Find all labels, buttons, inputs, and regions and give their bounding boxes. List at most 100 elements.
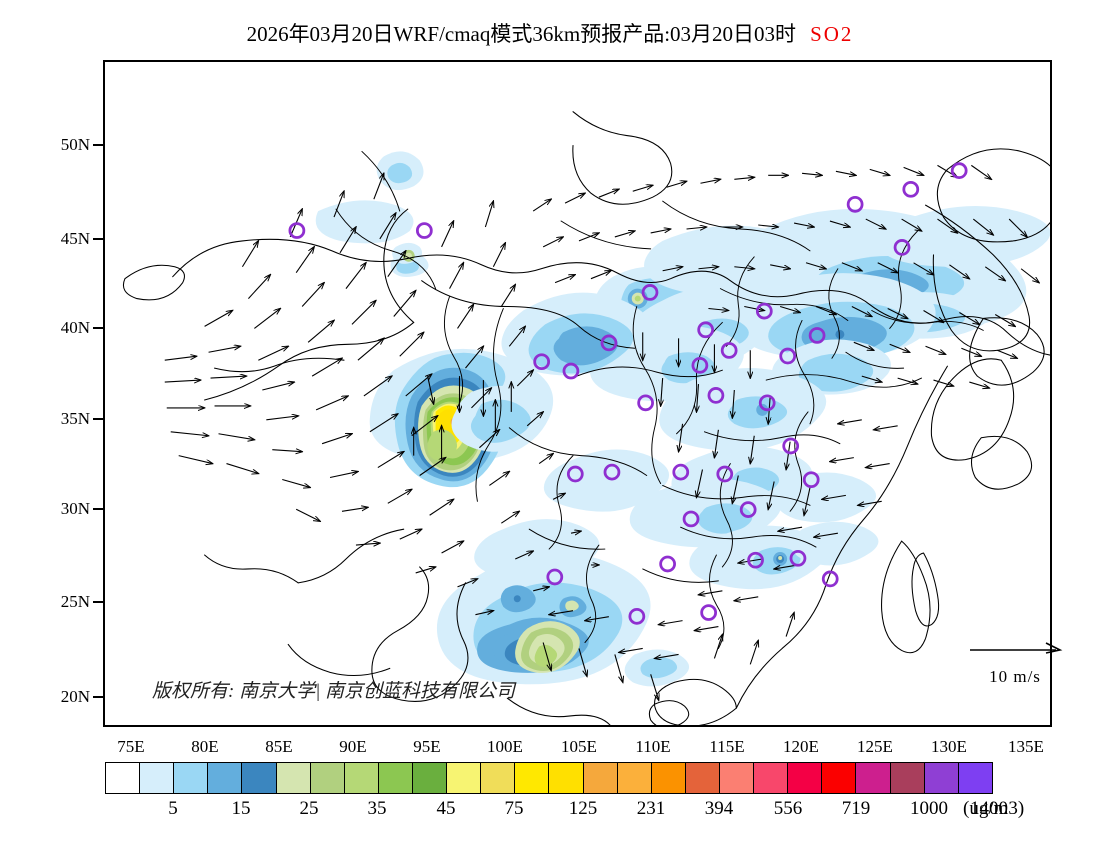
xtick-label: 115E	[709, 737, 745, 756]
arrow-right-icon	[970, 642, 1063, 654]
station-marker	[566, 465, 584, 483]
station-marker	[802, 471, 820, 489]
station-marker	[782, 437, 800, 455]
station-marker	[603, 463, 621, 481]
xtick-label: 100E	[487, 737, 523, 756]
colorbar-swatch	[719, 763, 755, 793]
colorbar-swatch	[583, 763, 618, 793]
xtick-label: 75E	[117, 737, 145, 756]
cb-tick-label: 719	[841, 798, 871, 819]
station-marker	[700, 604, 718, 621]
copyright-watermark: 版权所有: 南京大学| 南京创蓝科技有限公司	[152, 681, 516, 702]
colorbar-swatch	[412, 763, 448, 793]
station-marker	[716, 465, 734, 483]
station-marker	[691, 357, 709, 374]
station-marker	[637, 394, 654, 412]
station-marker	[739, 501, 757, 518]
ytick-mark	[93, 327, 103, 329]
xtick-label: 90E	[339, 737, 367, 756]
colorbar-swatch	[174, 763, 209, 793]
cb-tick-label: 35	[367, 798, 387, 819]
colorbar-swatch	[822, 763, 857, 793]
wind-scale-legend: 10 m/s	[960, 640, 1070, 687]
colorbar-swatch	[754, 763, 789, 793]
colorbar-swatches	[105, 762, 993, 794]
colorbar-swatch	[481, 763, 516, 793]
colorbar-swatch	[788, 763, 823, 793]
ytick-mark	[93, 508, 103, 510]
xtick-label: 130E	[931, 737, 967, 756]
colorbar-swatch	[344, 763, 379, 793]
station-marker	[846, 195, 864, 213]
colorbar-swatch	[856, 763, 891, 793]
colorbar-swatch	[651, 763, 686, 793]
station-marker	[950, 162, 968, 179]
station-marker	[902, 180, 920, 198]
station-marker-layer	[288, 162, 968, 625]
map-boundaries	[122, 111, 1050, 725]
colorbar-swatch	[924, 763, 959, 793]
station-marker	[747, 551, 764, 569]
station-marker	[758, 394, 776, 412]
ytick-label: 30N	[60, 499, 90, 518]
ytick-label: 25N	[60, 592, 90, 611]
colorbar-swatch	[685, 763, 720, 793]
station-marker	[288, 222, 306, 239]
page-title: 2026年03月20日WRF/cmaq模式36km预报产品:03月20日03时 S…	[0, 18, 1100, 48]
colorbar-swatch	[515, 763, 550, 793]
colorbar-swatch	[310, 763, 345, 793]
wind-scale-label: 10 m/s	[989, 667, 1041, 686]
colorbar-swatch	[617, 763, 652, 793]
station-marker	[415, 222, 433, 239]
so2-concentration-field	[315, 151, 1050, 687]
colorbar-swatch	[890, 763, 925, 793]
station-marker	[546, 568, 564, 586]
colorbar-swatch	[549, 763, 584, 793]
xtick-label: 105E	[561, 737, 597, 756]
cb-tick-label: 1000	[910, 798, 948, 819]
colorbar-swatch	[208, 763, 243, 793]
xtick-label: 85E	[265, 737, 293, 756]
colorbar	[105, 762, 993, 794]
station-marker	[893, 239, 911, 256]
station-marker	[789, 549, 807, 567]
cb-tick-label: 75	[504, 798, 524, 819]
cb-tick-label: 45	[436, 798, 456, 819]
station-marker	[821, 570, 839, 588]
cb-tick-label: 25	[299, 798, 319, 819]
xtick-label: 125E	[857, 737, 893, 756]
cb-tick-label: 125	[568, 798, 598, 819]
station-marker	[720, 342, 738, 359]
station-marker	[641, 284, 659, 301]
ytick-label: 20N	[60, 687, 90, 706]
cb-tick-label: 556	[773, 798, 803, 819]
colorbar-swatch	[447, 763, 482, 793]
cb-tick-label: 5	[168, 798, 178, 819]
xtick-label: 110E	[635, 737, 671, 756]
wind-vector-field	[164, 164, 1039, 700]
station-marker	[755, 302, 773, 320]
station-marker	[628, 608, 646, 625]
station-marker	[697, 321, 715, 339]
colorbar-swatch	[242, 763, 277, 793]
station-marker	[659, 555, 676, 573]
title-text: 2026年03月20日WRF/cmaq模式36km预报产品:03月20日03时	[246, 22, 797, 46]
xtick-label: 135E	[1008, 737, 1044, 756]
map-plot-frame	[103, 60, 1052, 727]
colorbar-swatch	[276, 763, 311, 793]
ytick-mark	[93, 144, 103, 146]
ytick-mark	[93, 238, 103, 240]
colorbar-swatch	[378, 763, 413, 793]
station-marker	[779, 347, 797, 365]
ytick-mark	[93, 418, 103, 420]
station-marker	[707, 387, 725, 404]
cb-tick-label: 231	[636, 798, 666, 819]
xtick-label: 80E	[191, 737, 219, 756]
ytick-label: 50N	[60, 135, 90, 154]
title-species-label: SO2	[810, 22, 854, 46]
ytick-label: 35N	[60, 409, 90, 428]
station-marker	[682, 510, 700, 528]
xtick-label: 95E	[413, 737, 441, 756]
map-canvas	[122, 111, 1050, 725]
